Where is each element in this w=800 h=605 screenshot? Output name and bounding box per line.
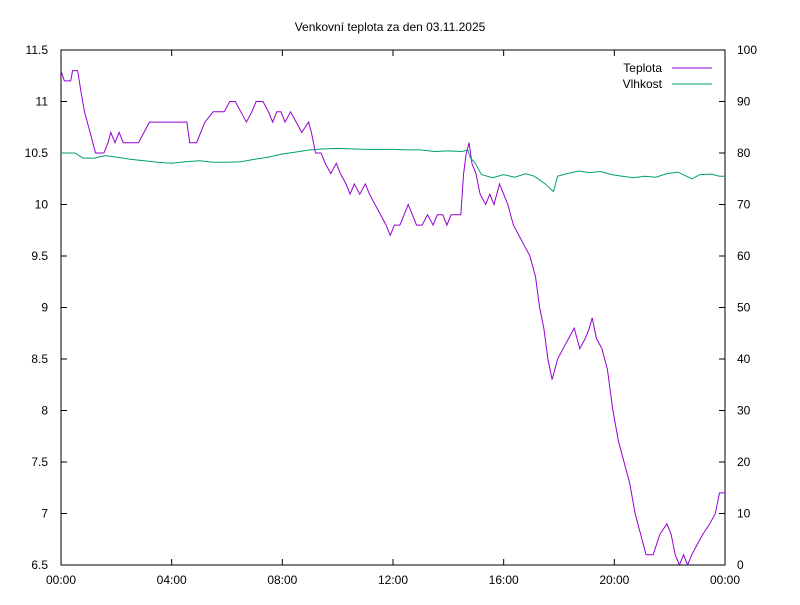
y-left-tick-label: 9 xyxy=(41,301,48,315)
series-line-vlhkost xyxy=(61,147,725,193)
series-line-teplota xyxy=(60,70,725,567)
legend: Teplota Vlhkost xyxy=(623,61,712,91)
y-right-tick-label: 0 xyxy=(737,558,744,572)
x-tick-label: 16:00 xyxy=(489,573,519,587)
y-right-tick-label: 80 xyxy=(737,146,751,160)
legend-label-vlhkost: Vlhkost xyxy=(623,77,663,91)
y-right-tick-label: 60 xyxy=(737,249,751,263)
x-tick-label: 00:00 xyxy=(46,573,76,587)
x-tick-label: 04:00 xyxy=(157,573,187,587)
y-left-tick-label: 10 xyxy=(35,198,49,212)
y-right-tick-label: 40 xyxy=(737,352,751,366)
y-right-tick-label: 50 xyxy=(737,301,751,315)
y-left-tick-label: 10.5 xyxy=(25,146,49,160)
y-left-tick-label: 11.5 xyxy=(26,43,49,57)
x-tick-label: 20:00 xyxy=(599,573,629,587)
x-tick-label: 08:00 xyxy=(267,573,297,587)
plot-area-border xyxy=(60,49,726,566)
x-tick-label: 00:00 xyxy=(710,573,740,587)
y-right-tick-label: 10 xyxy=(737,507,751,521)
y-left-tick-label: 8.5 xyxy=(31,352,48,366)
y-right-tick-label: 70 xyxy=(737,198,751,212)
y-right-tick-label: 30 xyxy=(737,404,751,418)
y-left-tick-label: 11 xyxy=(36,95,49,109)
y-left-tick-label: 7 xyxy=(41,507,48,521)
x-tick-label: 12:00 xyxy=(378,573,408,587)
legend-label-teplota: Teplota xyxy=(623,61,662,75)
y-left-tick-label: 7.5 xyxy=(31,455,48,469)
y-left-tick-label: 9.5 xyxy=(31,249,48,263)
axes-ticks: 00:00 04:00 08:00 12:00 16:00 20:00 00:006.577… xyxy=(25,43,758,587)
y-left-tick-label: 8 xyxy=(41,404,48,418)
y-right-tick-label: 20 xyxy=(737,455,751,469)
chart-title: Venkovní teplota za den 03.11.2025 xyxy=(295,20,486,34)
y-left-tick-label: 6.5 xyxy=(31,558,48,572)
y-right-tick-label: 100 xyxy=(737,43,757,57)
y-right-tick-label: 90 xyxy=(737,95,751,109)
series-lines xyxy=(60,70,725,567)
